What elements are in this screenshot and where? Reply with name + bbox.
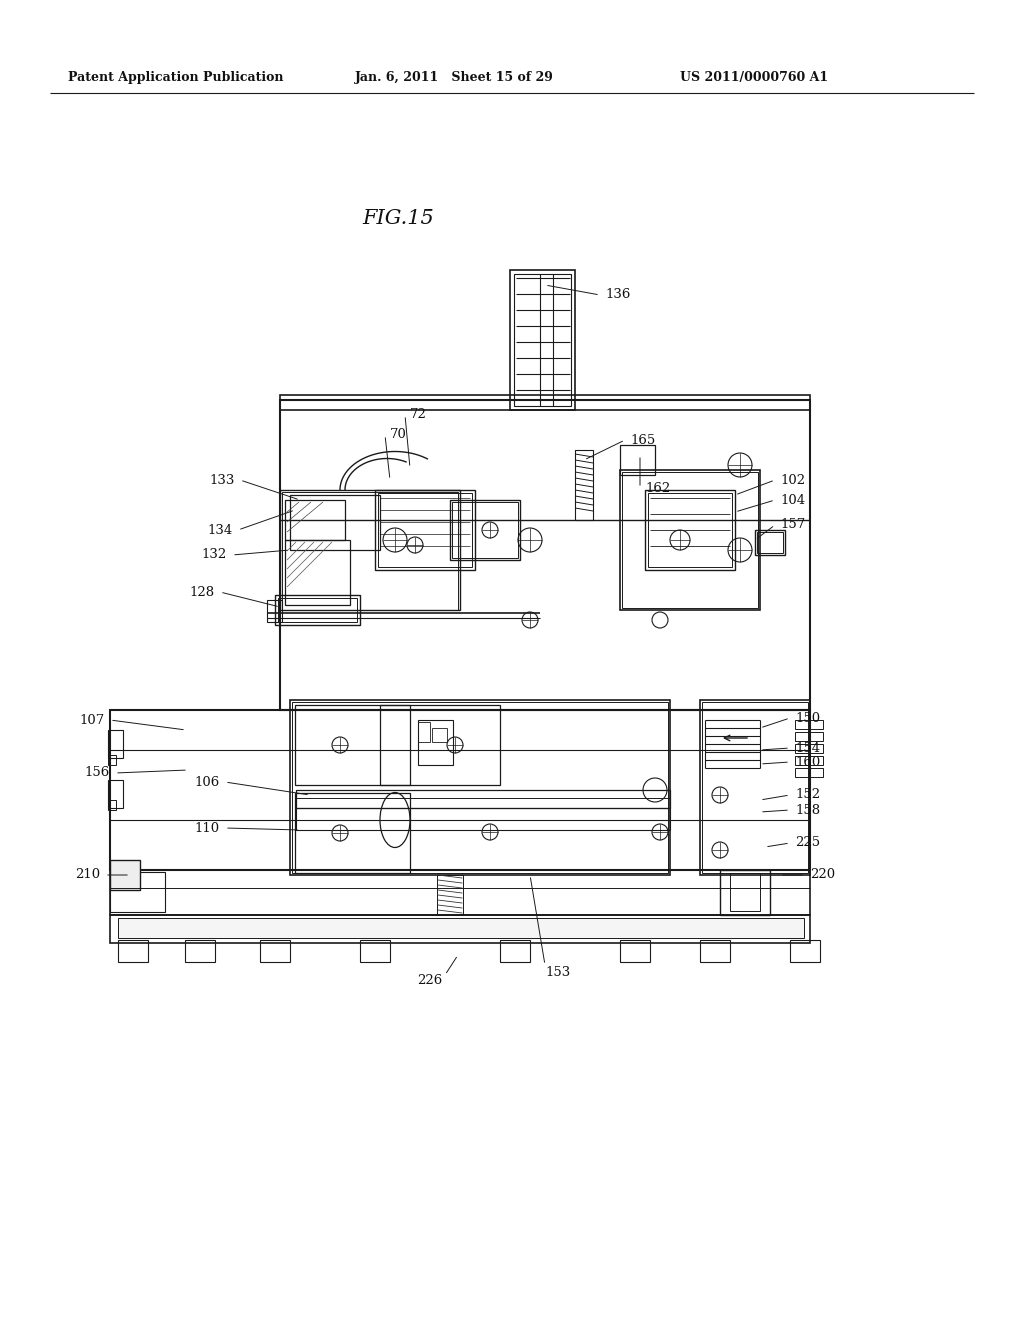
Bar <box>730 873 760 911</box>
Bar <box>795 744 823 752</box>
Bar <box>500 940 530 962</box>
Bar <box>290 700 670 875</box>
Bar <box>418 719 453 766</box>
Bar <box>282 492 458 610</box>
Bar <box>290 495 380 550</box>
Bar <box>267 601 282 622</box>
Text: 225: 225 <box>795 837 820 850</box>
Text: 153: 153 <box>545 965 570 978</box>
Bar <box>280 395 810 411</box>
Text: 106: 106 <box>195 776 220 788</box>
Bar <box>452 502 518 558</box>
Bar <box>795 733 823 741</box>
Bar <box>575 450 593 520</box>
Text: Patent Application Publication: Patent Application Publication <box>68 71 284 84</box>
Bar <box>275 595 360 624</box>
Text: 226: 226 <box>418 974 442 986</box>
Bar <box>510 271 575 411</box>
Bar <box>380 705 500 785</box>
Bar <box>108 755 116 766</box>
Text: 110: 110 <box>195 821 220 834</box>
Text: 152: 152 <box>795 788 820 801</box>
Bar <box>795 768 823 777</box>
Bar <box>620 445 655 475</box>
Text: 220: 220 <box>810 869 836 882</box>
Text: 107: 107 <box>80 714 105 726</box>
Text: 102: 102 <box>780 474 805 487</box>
Bar <box>260 940 290 962</box>
Text: 134: 134 <box>208 524 233 536</box>
Bar <box>110 710 810 870</box>
Bar <box>757 532 783 553</box>
Text: Jan. 6, 2011   Sheet 15 of 29: Jan. 6, 2011 Sheet 15 of 29 <box>355 71 554 84</box>
Text: 154: 154 <box>795 742 820 755</box>
Bar <box>795 719 823 729</box>
Text: 132: 132 <box>202 549 227 561</box>
Bar <box>622 473 758 609</box>
Bar <box>620 940 650 962</box>
Bar <box>185 940 215 962</box>
Bar <box>700 700 810 875</box>
Bar <box>110 915 810 942</box>
Bar <box>278 598 357 622</box>
Bar <box>702 702 808 873</box>
Text: 70: 70 <box>390 429 407 441</box>
Bar <box>375 490 475 570</box>
Text: 157: 157 <box>780 519 805 532</box>
Bar <box>285 500 345 540</box>
Bar <box>795 756 823 766</box>
Bar <box>790 940 820 962</box>
Text: 160: 160 <box>795 755 820 768</box>
Text: US 2011/0000760 A1: US 2011/0000760 A1 <box>680 71 828 84</box>
Text: 104: 104 <box>780 494 805 507</box>
Text: 156: 156 <box>85 767 110 780</box>
Text: 72: 72 <box>410 408 427 421</box>
Bar <box>700 940 730 962</box>
Text: 150: 150 <box>795 711 820 725</box>
Bar <box>295 793 410 873</box>
Bar <box>755 531 785 554</box>
Bar <box>110 870 810 915</box>
Bar <box>108 730 123 758</box>
Text: 162: 162 <box>645 482 671 495</box>
Text: 128: 128 <box>189 586 215 598</box>
Bar <box>285 540 350 605</box>
Text: 133: 133 <box>210 474 234 487</box>
Bar <box>432 729 447 742</box>
Bar <box>108 800 116 810</box>
Bar <box>280 400 810 710</box>
Bar <box>118 917 804 939</box>
Bar <box>360 940 390 962</box>
Bar <box>295 705 410 785</box>
Text: 158: 158 <box>795 804 820 817</box>
Bar <box>514 275 571 407</box>
Bar <box>280 490 460 610</box>
Bar <box>108 780 123 808</box>
Bar <box>296 789 670 808</box>
Bar <box>292 702 668 873</box>
Bar <box>110 861 140 890</box>
Bar <box>620 470 760 610</box>
Bar <box>720 870 770 915</box>
Text: FIG.15: FIG.15 <box>362 209 434 227</box>
Bar <box>378 492 472 568</box>
Bar <box>418 722 430 742</box>
Bar <box>437 875 463 915</box>
Bar <box>118 940 148 962</box>
Text: 210: 210 <box>75 869 100 882</box>
Text: 136: 136 <box>605 289 631 301</box>
Bar <box>450 500 520 560</box>
Bar <box>296 808 670 830</box>
Text: 165: 165 <box>630 433 655 446</box>
Bar <box>110 873 165 912</box>
Bar <box>648 492 732 568</box>
Bar <box>645 490 735 570</box>
